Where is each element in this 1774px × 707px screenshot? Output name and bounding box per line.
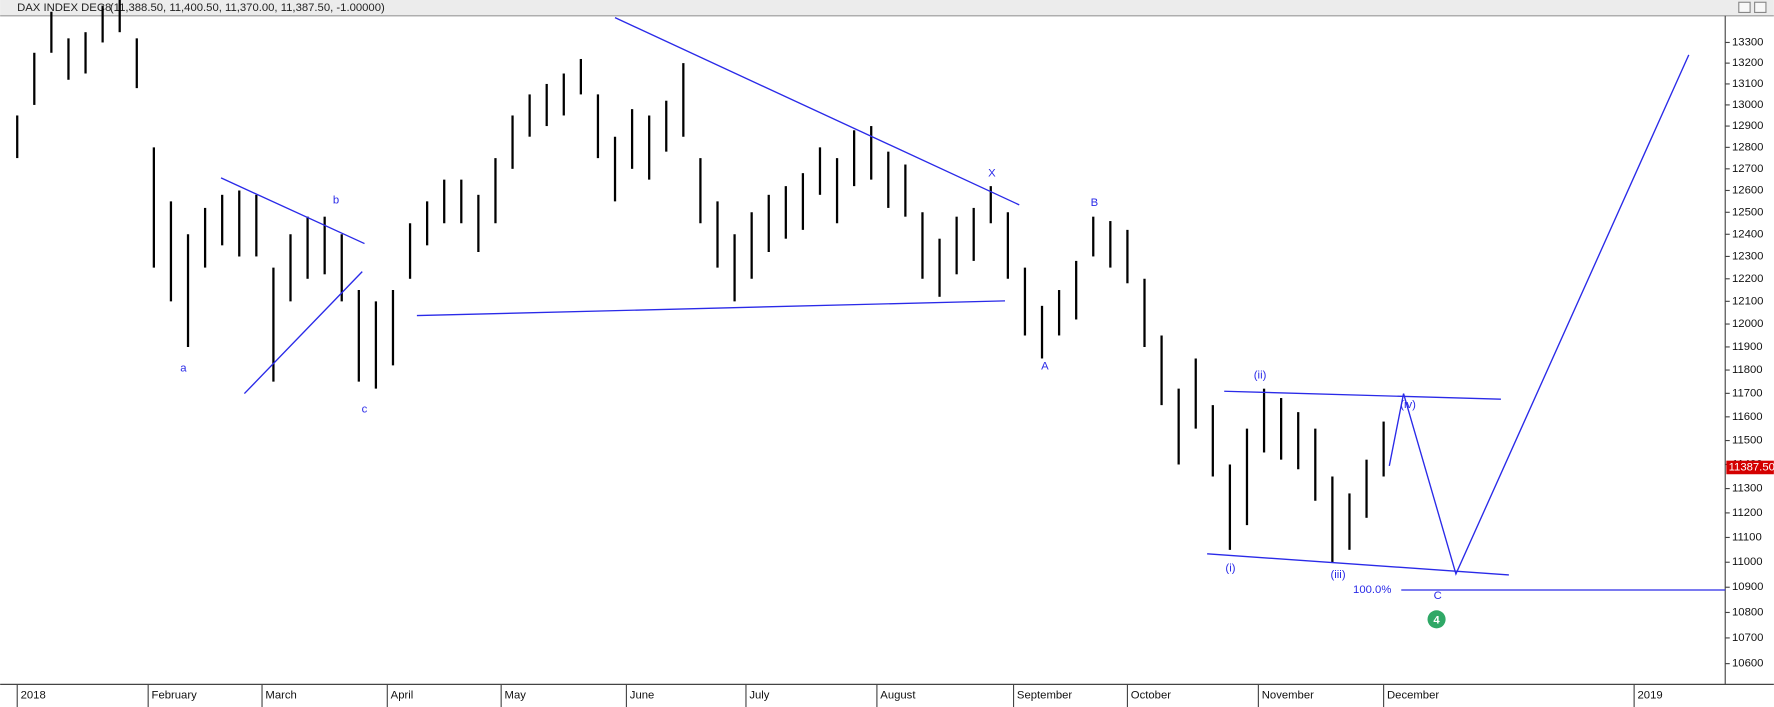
trend-line: [416, 300, 1006, 317]
x-tick-label: April: [391, 690, 414, 702]
y-tick-label: 12500: [1732, 206, 1763, 218]
y-tick-label: 12000: [1732, 318, 1763, 330]
wave-label: C: [1434, 590, 1442, 602]
y-tick-label: 12400: [1732, 228, 1763, 240]
wave-label: 100.0%: [1353, 584, 1391, 596]
x-tick-label: November: [1262, 690, 1314, 702]
y-tick-label: 13300: [1732, 36, 1763, 48]
y-tick-label: 11900: [1732, 341, 1763, 353]
wave-label: (i): [1225, 562, 1235, 574]
wave-label: X: [988, 167, 996, 179]
wave-marker: [1427, 610, 1446, 629]
y-tick-label: 11200: [1732, 507, 1763, 519]
y-tick-label: 12300: [1732, 250, 1763, 262]
close-button[interactable]: [1754, 1, 1767, 14]
y-tick-label: 11000: [1732, 556, 1763, 568]
y-tick-label: 12800: [1732, 141, 1763, 153]
y-tick-label: 11600: [1732, 411, 1763, 423]
x-tick-label: 2018: [21, 690, 46, 702]
y-tick-label: 12900: [1732, 120, 1763, 132]
y-tick-label: 11700: [1732, 387, 1763, 399]
wave-label: (iii): [1331, 569, 1346, 581]
x-tick-label: 2019: [1638, 690, 1663, 702]
trend-line: [1224, 390, 1501, 400]
symbol: DAX INDEX DEC8: [17, 2, 111, 14]
x-tick-label: February: [152, 690, 198, 702]
wave-label: a: [180, 362, 187, 374]
y-tick-label: 11800: [1732, 364, 1763, 376]
y-tick-label: 11300: [1732, 483, 1763, 495]
quote: (11,388.50, 11,400.50, 11,370.00, 11,387…: [110, 2, 385, 14]
trend-line: [1207, 553, 1509, 576]
y-tick-label: 13000: [1732, 99, 1763, 111]
y-tick-label: 10600: [1732, 658, 1763, 670]
y-tick-label: 11500: [1732, 435, 1763, 447]
x-tick-label: December: [1387, 690, 1439, 702]
y-tick-label: 13100: [1732, 78, 1763, 90]
x-tick-label: August: [880, 690, 916, 702]
y-tick-label: 11100: [1732, 531, 1762, 543]
y-tick-label: 10800: [1732, 606, 1763, 618]
y-tick-label: 10900: [1732, 581, 1763, 593]
y-tick-label: 12100: [1732, 295, 1763, 307]
wave-label: (iv): [1400, 399, 1416, 411]
wave-marker-label: 4: [1433, 614, 1440, 626]
x-tick-label: June: [630, 690, 655, 702]
wave-label: c: [362, 403, 368, 415]
trend-line: [614, 17, 1020, 206]
y-tick-label: 10700: [1732, 632, 1763, 644]
wave-label: b: [333, 194, 339, 206]
header-bar: [0, 0, 1774, 16]
y-tick-label: 12700: [1732, 163, 1763, 175]
last-price-label: 11387.50: [1729, 461, 1774, 473]
x-tick-label: September: [1017, 690, 1072, 702]
x-tick-label: October: [1131, 690, 1171, 702]
trend-line: [220, 177, 365, 245]
y-tick-label: 12600: [1732, 184, 1763, 196]
x-tick-label: May: [505, 690, 527, 702]
x-tick-label: March: [265, 690, 296, 702]
wave-label: (ii): [1254, 369, 1267, 381]
y-tick-label: 12200: [1732, 273, 1763, 285]
wave-label: B: [1091, 197, 1099, 209]
restore-button[interactable]: [1738, 1, 1751, 14]
x-tick-label: July: [749, 690, 769, 702]
trend-line: [243, 271, 363, 395]
last-price-box: [1726, 460, 1774, 475]
trend-line: [1388, 54, 1690, 576]
y-tick-label: 13200: [1732, 57, 1763, 69]
wave-label: A: [1041, 361, 1049, 373]
